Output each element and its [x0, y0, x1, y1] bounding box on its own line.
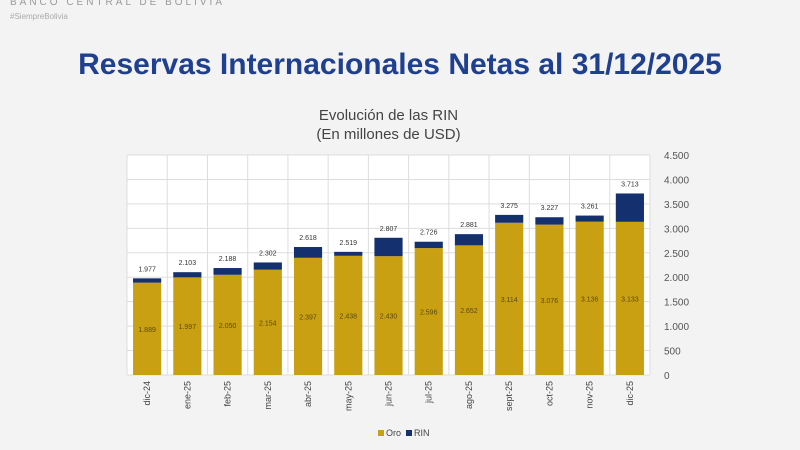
bar-oro: [454, 245, 484, 375]
bar-oro: [495, 222, 524, 375]
x-tick-label: feb-25: [223, 381, 233, 407]
bar-rin: [253, 262, 282, 270]
data-label-oro: 1.997: [179, 324, 197, 331]
y-tick-label: 2.000: [664, 273, 689, 284]
data-label-total: 2.807: [380, 226, 398, 233]
x-tick-label: mar-25: [263, 381, 273, 410]
x-tick-label: sept-25: [504, 381, 514, 411]
chart-title-block: Evolución de las RIN (En millones de USD…: [127, 106, 650, 144]
data-label-total: 2.188: [219, 256, 237, 263]
x-tick-label: ago-25: [464, 381, 474, 409]
bar-rin: [454, 234, 484, 246]
data-label-oro: 2.430: [380, 314, 398, 321]
legend-label: Oro: [386, 428, 402, 438]
data-label-oro: 1.889: [138, 327, 156, 334]
legend-rin: RIN: [406, 428, 430, 438]
y-tick-label: 2.500: [664, 249, 689, 260]
bar-oro: [575, 221, 604, 375]
legend-oro: Oro: [378, 428, 401, 438]
bar-rin: [334, 251, 363, 256]
data-label-total: 3.227: [541, 205, 559, 212]
data-label-oro: 2.652: [460, 308, 478, 315]
x-tick-label: dic-24: [142, 381, 152, 406]
data-label-total: 1.977: [138, 266, 156, 273]
chart-title: Evolución de las RIN: [318, 107, 459, 124]
y-tick-label: 1.000: [664, 322, 689, 333]
x-tick-label: jul-25: [424, 381, 434, 404]
data-label-oro: 3.114: [501, 297, 518, 304]
bar-rin: [173, 272, 202, 278]
data-label-total: 3.275: [500, 203, 518, 210]
x-tick-label: may-25: [343, 381, 353, 411]
data-label-total: 2.618: [299, 235, 317, 242]
bar-rin: [535, 217, 564, 225]
x-tick-label: jun-25: [384, 381, 394, 407]
y-tick-label: 4.000: [664, 175, 689, 186]
data-label-oro: 2.154: [259, 320, 277, 327]
bar-oro: [374, 256, 403, 375]
data-label-oro: 3.076: [541, 298, 559, 305]
y-tick-label: 3.000: [664, 224, 689, 235]
legend-swatch-oro: [378, 430, 384, 436]
data-label-total: 2.302: [259, 250, 277, 257]
legend-swatch-rin: [406, 430, 413, 436]
data-label-oro: 2.397: [299, 314, 317, 321]
bar-oro: [293, 257, 323, 375]
y-tick-label: 500: [664, 347, 681, 358]
bar-rin: [495, 214, 524, 223]
data-label-total: 2.726: [420, 230, 438, 237]
bar-rin: [133, 278, 162, 283]
bar-rin: [414, 241, 443, 249]
data-label-total: 2.519: [340, 240, 358, 247]
bar-rin: [293, 247, 323, 258]
hashtag: #SiempreBolivia: [10, 12, 68, 21]
bar-oro: [414, 248, 443, 375]
bar-oro: [133, 282, 162, 375]
x-tick-label: abr-25: [303, 381, 313, 407]
y-tick-label: 0: [664, 371, 670, 382]
data-label-oro: 2.050: [219, 323, 237, 330]
chart-subtitle: (En millones de USD): [316, 126, 461, 143]
bar-oro: [173, 277, 202, 375]
legend-label: RIN: [414, 428, 430, 438]
data-label-oro: 3.136: [581, 296, 599, 303]
data-label-total: 3.261: [581, 204, 599, 211]
bar-oro: [213, 274, 242, 375]
data-label-oro: 2.596: [420, 310, 438, 317]
data-label-total: 3.713: [621, 181, 639, 188]
bar-rin: [374, 237, 403, 257]
y-tick-label: 1.500: [664, 298, 689, 309]
data-label-total: 2.881: [460, 222, 478, 229]
x-tick-label: dic-25: [625, 381, 635, 406]
bar-oro: [535, 224, 564, 375]
bar-oro: [334, 255, 363, 375]
legend: Oro RIN: [378, 428, 430, 438]
slide-title: Reservas Internacionales Netas al 31/12/…: [78, 48, 722, 81]
bar-rin: [615, 193, 644, 222]
x-tick-label: nov-25: [585, 381, 595, 409]
data-label-total: 2.103: [179, 260, 197, 267]
bar-rin: [575, 215, 604, 222]
bar-oro: [615, 221, 644, 375]
data-label-oro: 3.133: [621, 296, 639, 303]
bar-oro: [253, 269, 282, 375]
x-tick-label: ene-25: [182, 381, 192, 409]
y-tick-label: 3.500: [664, 200, 689, 211]
x-tick-label: oct-25: [544, 381, 554, 406]
y-tick-label: 4.500: [664, 151, 689, 162]
data-label-oro: 2.438: [340, 313, 358, 320]
brand-name: BANCO CENTRAL DE BOLIVIA: [10, 0, 225, 8]
bar-rin: [213, 268, 242, 275]
